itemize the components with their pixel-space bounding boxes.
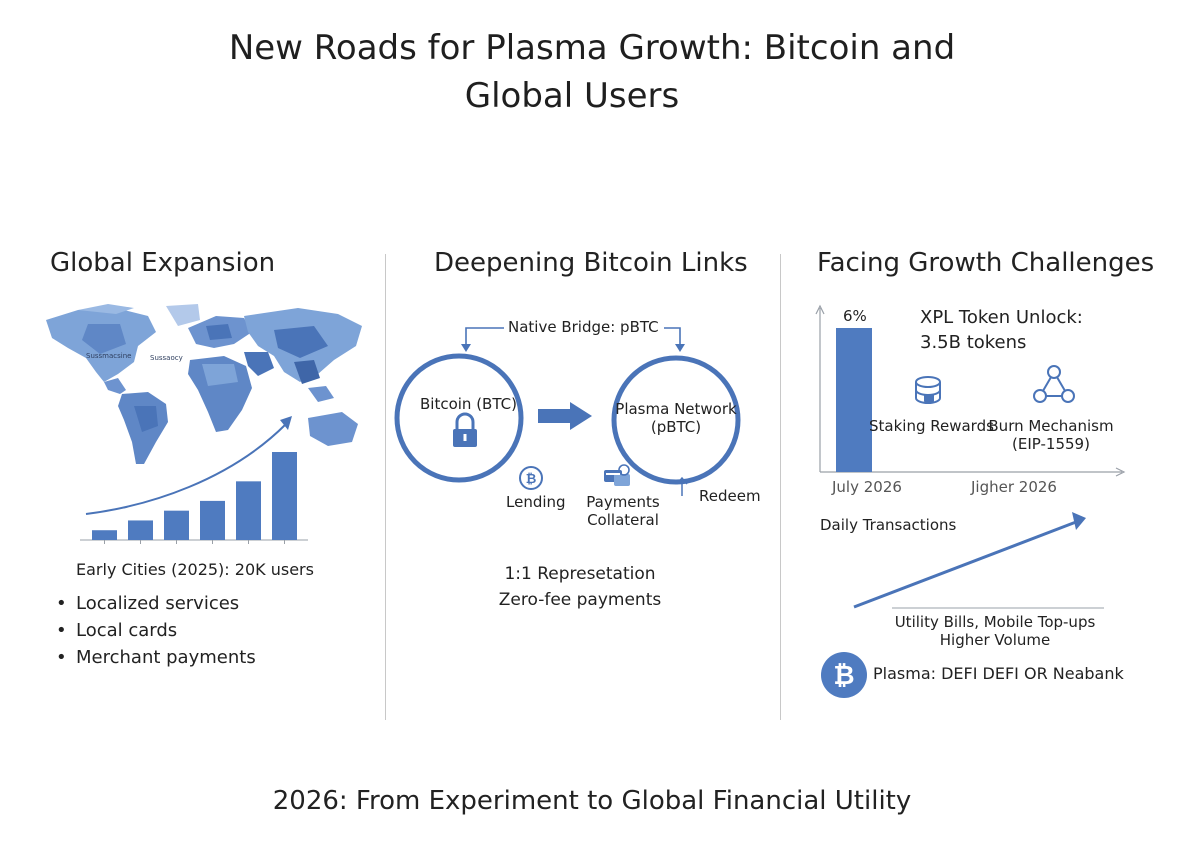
bitcoin-coin-icon: ₿	[519, 466, 543, 490]
staking-stack-icon	[915, 376, 941, 404]
bar-value-label: 6%	[843, 307, 867, 325]
bitcoin-circle-label: Bitcoin (BTC)	[420, 395, 517, 413]
x-tick-right: Jigher 2026	[971, 478, 1057, 496]
growth-bar-4	[200, 500, 225, 540]
list-item: • Localized services	[56, 593, 240, 614]
column-divider-right	[780, 254, 781, 720]
growth-bar-chart	[80, 416, 308, 544]
page-title: New Roads for Plasma Growth: Bitcoin and…	[0, 24, 1184, 120]
global-expansion-heading: Global Expansion	[50, 248, 276, 278]
token-unlock-label: XPL Token Unlock: 3.5B tokens	[920, 307, 1083, 353]
trend-line	[853, 520, 1077, 609]
plasma-circle-label: Plasma Network (pBTC)	[615, 400, 737, 436]
bitcoin-bridge-diagram: ₿	[394, 327, 741, 496]
redeem-label: Redeem	[699, 487, 761, 505]
unlock-bar	[836, 328, 872, 472]
burn-network-icon	[1033, 365, 1075, 403]
trend-arrowhead	[1072, 512, 1086, 530]
growth-challenges-heading: Facing Growth Challenges	[817, 248, 1155, 278]
title-line-2: Global Users	[464, 76, 680, 116]
x-tick-left: July 2026	[832, 478, 902, 496]
representation-text: 1:1 Represetation Zero-fee payments	[498, 564, 662, 610]
native-bridge-label: Native Bridge: pBTC	[508, 318, 659, 336]
growth-bar-5	[236, 481, 261, 540]
daily-transactions-label: Daily Transactions	[820, 516, 957, 534]
payments-label: Payments Collateral	[586, 493, 660, 529]
growth-trend-line	[85, 423, 287, 515]
utility-bills-label: Utility Bills, Mobile Top-ups Higher Vol…	[894, 613, 1096, 649]
map-label-2: Sussaocy	[150, 354, 183, 362]
lending-label: Lending	[506, 493, 566, 511]
staking-rewards-label: Staking Rewards	[869, 417, 994, 435]
payment-cards-icon	[604, 464, 630, 486]
lock-icon	[453, 412, 477, 447]
title-line-1: New Roads for Plasma Growth: Bitcoin and	[228, 28, 956, 68]
burn-mechanism-label: Burn Mechanism (EIP-1559)	[988, 417, 1114, 453]
bitcoin-links-heading: Deepening Bitcoin Links	[434, 248, 748, 278]
bridge-bracket-left	[465, 327, 504, 348]
early-cities-caption: Early Cities (2025): 20K users	[76, 560, 314, 579]
column-divider-left	[385, 254, 386, 720]
growth-bar-2	[128, 520, 153, 540]
list-item: • Local cards	[56, 620, 178, 641]
feature-list: • Localized services • Local cards • Mercha…	[56, 590, 256, 671]
growth-trend-arrowhead	[280, 416, 292, 430]
world-map-icon: Sussmacsine Sussaocy	[46, 304, 362, 464]
bitcoin-logo-icon: ₿	[821, 652, 867, 698]
svg-text:₿: ₿	[526, 472, 537, 487]
bitcoin-circle	[394, 353, 524, 483]
unlock-chart	[815, 304, 1126, 477]
plasma-defi-label: Plasma: DEFI DEFI OR Neabank	[873, 664, 1124, 683]
bridge-bracket-right	[664, 327, 681, 348]
growth-bar-1	[92, 530, 117, 540]
growth-bar-6	[272, 452, 297, 540]
list-item: • Merchant payments	[56, 647, 256, 668]
redeem-arrow-icon	[676, 476, 688, 496]
transactions-trend	[853, 512, 1104, 609]
plasma-circle	[611, 355, 741, 485]
svg-text:₿: ₿	[833, 661, 854, 691]
bridge-arrow-icon	[538, 402, 592, 430]
map-label-1: Sussmacsine	[86, 352, 131, 360]
growth-bar-3	[164, 510, 189, 540]
bridge-arrowhead-right	[675, 344, 685, 352]
bridge-arrowhead-left	[461, 344, 471, 352]
footer-tagline: 2026: From Experiment to Global Financia…	[272, 786, 912, 816]
